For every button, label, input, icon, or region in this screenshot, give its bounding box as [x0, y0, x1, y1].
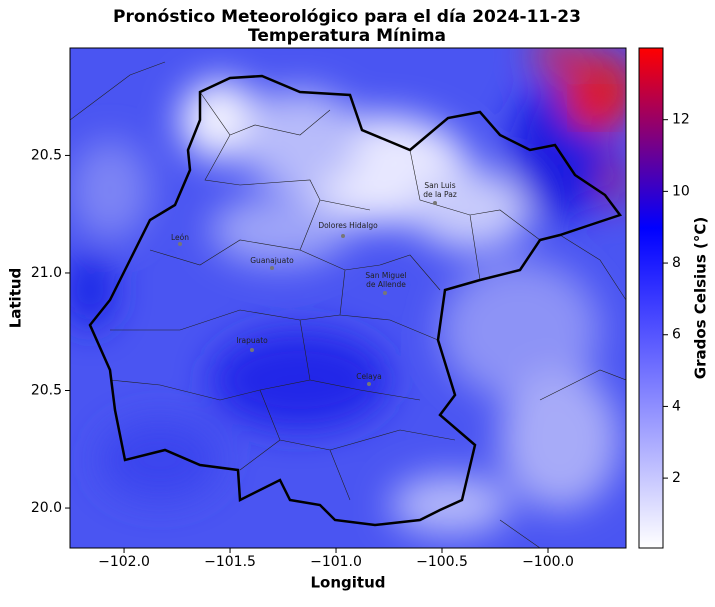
city-label: Celaya [356, 372, 382, 381]
state-border [88, 74, 623, 527]
colorbar-tick-label: 2 [672, 470, 681, 486]
city-label: San Miguel [365, 271, 406, 280]
city-dot [341, 234, 345, 238]
colorbar-tick-label: 12 [672, 112, 690, 128]
city-label: Guanajuato [250, 256, 294, 265]
x-tick-label: −101.0 [310, 554, 362, 570]
city-dot [433, 201, 437, 205]
x-axis-label: Longitud [310, 574, 385, 592]
city-dot [178, 242, 182, 246]
city-label: Dolores Hidalgo [318, 221, 378, 230]
colorbar-tick-label: 4 [672, 398, 681, 414]
city-dot [367, 382, 371, 386]
colorbar [638, 47, 664, 549]
x-tick-label: −100.5 [416, 554, 468, 570]
x-tick-label: −102.0 [98, 554, 150, 570]
colorbar-tick-label: 10 [672, 183, 690, 199]
colorbar-label: Grados Celsius (°C) [692, 217, 710, 379]
city-label: de la Paz [423, 190, 457, 199]
city-dot [270, 266, 274, 270]
city-dot [383, 291, 387, 295]
city-label: Irapuato [236, 336, 268, 345]
city-label: León [171, 233, 189, 242]
y-tick-label: 20.5 [31, 147, 62, 163]
city-label: San Luis [424, 181, 455, 190]
city-label: de Allende [366, 280, 406, 289]
city-dot [250, 348, 254, 352]
y-axis-label: Latitud [7, 268, 25, 329]
colorbar-tick-label: 8 [672, 255, 681, 271]
x-tick-label: −101.5 [204, 554, 256, 570]
municipal-borders [70, 61, 626, 548]
y-tick-label: 20.5 [31, 383, 62, 399]
x-tick-label: −100.0 [522, 554, 574, 570]
title-line: Temperatura Mínima [248, 26, 446, 46]
title-line: Pronóstico Meteorológico para el día 202… [113, 7, 581, 27]
colorbar-tick-label: 6 [672, 327, 681, 343]
y-tick-label: 20.0 [31, 500, 62, 516]
y-tick-label: 21.0 [31, 265, 62, 281]
heatmap [70, 48, 626, 548]
plot-frame [69, 47, 627, 549]
